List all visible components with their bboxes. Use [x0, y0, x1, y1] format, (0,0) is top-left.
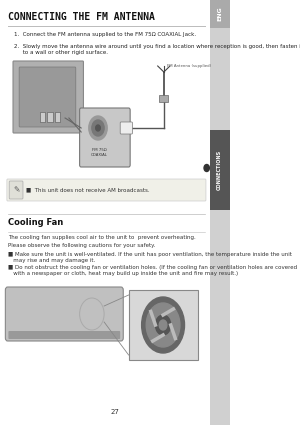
Text: 27: 27	[110, 409, 119, 415]
Bar	[55, 112, 61, 122]
FancyBboxPatch shape	[7, 179, 206, 201]
FancyBboxPatch shape	[9, 181, 23, 199]
Text: Please observe the following cautions for your safety.: Please observe the following cautions fo…	[8, 243, 155, 248]
Text: ■ Do not obstruct the cooling fan or ventilation holes. (If the cooling fan or v: ■ Do not obstruct the cooling fan or ven…	[8, 265, 297, 276]
Text: FM Antenna (supplied): FM Antenna (supplied)	[167, 64, 211, 68]
Text: 2.  Slowly move the antenna wire around until you find a location where receptio: 2. Slowly move the antenna wire around u…	[14, 44, 300, 55]
Circle shape	[142, 297, 184, 353]
Text: CONNECTIONS: CONNECTIONS	[217, 150, 222, 190]
Text: ✎: ✎	[13, 185, 19, 195]
FancyBboxPatch shape	[8, 331, 120, 339]
Text: FM 75Ω: FM 75Ω	[92, 148, 107, 152]
FancyBboxPatch shape	[120, 122, 132, 134]
Text: The cooling fan supplies cool air to the unit to  prevent overheating.: The cooling fan supplies cool air to the…	[8, 235, 195, 240]
Bar	[210, 0, 230, 28]
Text: Cooling Fan: Cooling Fan	[8, 218, 63, 227]
Bar	[159, 95, 168, 102]
Bar	[47, 112, 53, 122]
Circle shape	[89, 116, 107, 140]
Circle shape	[204, 164, 209, 172]
Circle shape	[159, 320, 167, 330]
Text: ENG: ENG	[217, 7, 222, 21]
Text: COAXIAL: COAXIAL	[91, 153, 108, 157]
FancyBboxPatch shape	[19, 67, 76, 127]
Circle shape	[155, 315, 171, 335]
Circle shape	[92, 120, 104, 136]
Circle shape	[146, 303, 180, 347]
FancyBboxPatch shape	[13, 61, 83, 133]
Bar	[210, 130, 230, 210]
Bar	[129, 290, 197, 360]
Bar	[40, 112, 45, 122]
Text: CONNECTING THE FM ANTENNA: CONNECTING THE FM ANTENNA	[8, 12, 154, 22]
FancyBboxPatch shape	[80, 108, 130, 167]
Text: 1.  Connect the FM antenna supplied to the FM 75Ω COAXIAL Jack.: 1. Connect the FM antenna supplied to th…	[14, 32, 196, 37]
Text: ■ Make sure the unit is well-ventilated. If the unit has poor ventilation, the t: ■ Make sure the unit is well-ventilated.…	[8, 252, 292, 263]
Circle shape	[96, 125, 100, 131]
Bar	[210, 0, 230, 425]
Text: ■  This unit does not receive AM broadcasts.: ■ This unit does not receive AM broadcas…	[26, 187, 150, 193]
FancyBboxPatch shape	[5, 287, 123, 341]
